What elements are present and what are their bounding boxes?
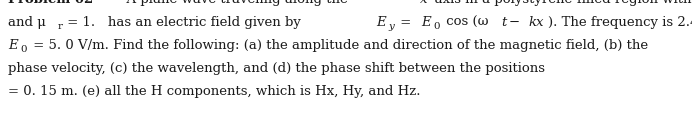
Text: cos (ω: cos (ω bbox=[441, 16, 488, 29]
Text: = 0. 15 m. (e) all the H components, which is Hx, Hy, and Hz.: = 0. 15 m. (e) all the H components, whi… bbox=[8, 85, 421, 98]
Text: E: E bbox=[376, 16, 385, 29]
Text: A plane wave traveling along the: A plane wave traveling along the bbox=[118, 0, 352, 6]
Text: E: E bbox=[8, 39, 18, 52]
Text: and μ: and μ bbox=[8, 16, 46, 29]
Text: phase velocity, (c) the wavelength, and (d) the phase shift between the position: phase velocity, (c) the wavelength, and … bbox=[8, 62, 549, 75]
Text: 0: 0 bbox=[433, 22, 440, 31]
Text: ). The frequency is 2.4 GHz, and: ). The frequency is 2.4 GHz, and bbox=[549, 16, 692, 29]
Text: = 1.   has an electric field given by: = 1. has an electric field given by bbox=[64, 16, 306, 29]
Text: E: E bbox=[421, 16, 430, 29]
Text: t: t bbox=[502, 16, 507, 29]
Text: =: = bbox=[396, 16, 415, 29]
Text: = 5. 0 V/m. Find the following: (a) the amplitude and direction of the magnetic : = 5. 0 V/m. Find the following: (a) the … bbox=[29, 39, 648, 52]
Text: x: x bbox=[420, 0, 428, 6]
Text: kx: kx bbox=[529, 16, 544, 29]
Text: r: r bbox=[57, 22, 62, 31]
Text: −: − bbox=[509, 16, 524, 29]
Text: -axis in a polystyrene-filled region with ε: -axis in a polystyrene-filled region wit… bbox=[430, 0, 692, 6]
Text: y: y bbox=[388, 22, 394, 31]
Text: Problem 02: Problem 02 bbox=[8, 0, 93, 6]
Text: 0: 0 bbox=[21, 45, 27, 53]
